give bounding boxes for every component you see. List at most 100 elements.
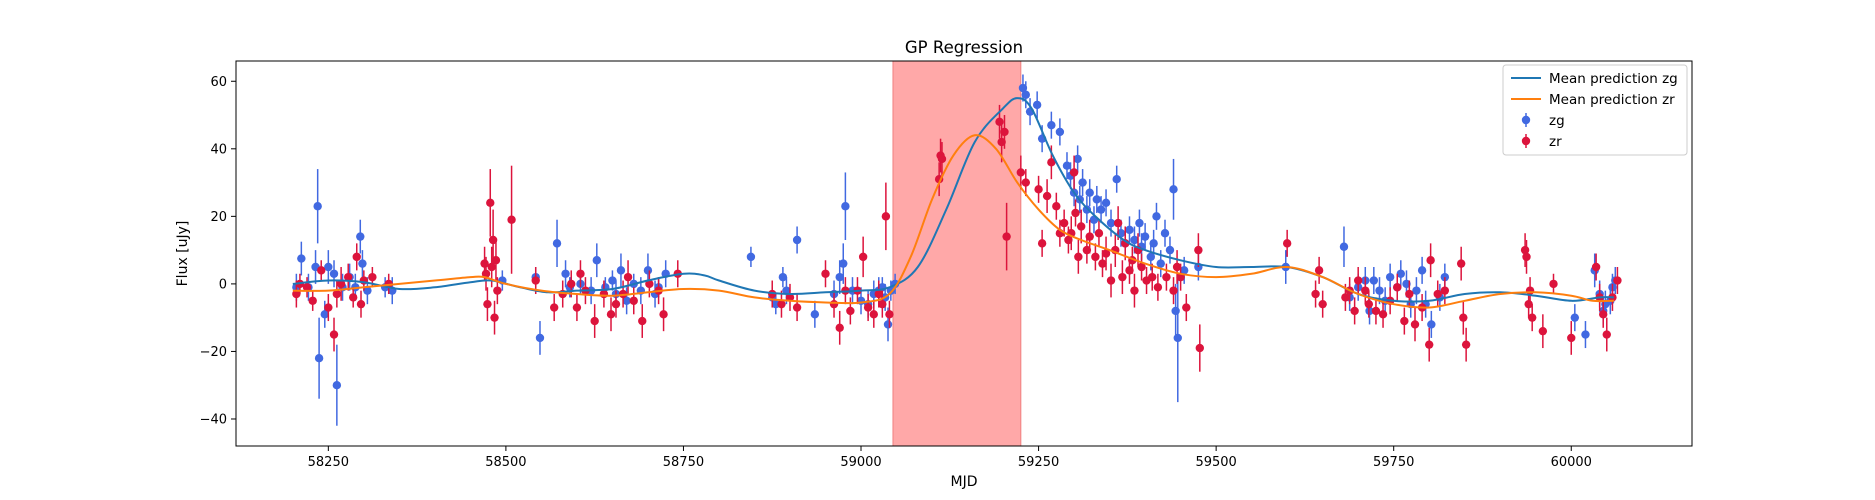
zg-point — [608, 276, 617, 285]
zr-point — [846, 306, 855, 316]
zg-point — [1369, 276, 1379, 285]
zr-point — [1037, 239, 1047, 248]
zr-point — [1047, 158, 1056, 167]
zg-point — [552, 239, 562, 248]
zg-point — [1135, 218, 1144, 228]
zg-point — [841, 202, 850, 211]
x-tick-label: 58500 — [485, 455, 526, 470]
y-axis: −40 −20 0 20 40 60 — [200, 75, 236, 427]
zg-point — [1171, 306, 1180, 316]
zg-point — [1112, 175, 1121, 184]
zr-point — [493, 286, 502, 295]
zr-point — [1000, 127, 1009, 137]
zr-point — [606, 310, 616, 319]
zr-point — [1016, 168, 1026, 177]
zr-point — [1538, 326, 1548, 336]
plot-area — [235, 60, 1693, 447]
zg-point — [561, 269, 570, 278]
zr-point — [1194, 245, 1203, 255]
zr-point — [344, 272, 353, 282]
zr-point — [1567, 333, 1576, 343]
zr-point — [1094, 229, 1104, 238]
zg-point — [329, 269, 339, 278]
zr-point — [1459, 313, 1468, 322]
zg-point — [363, 286, 372, 295]
legend-label: zg — [1549, 113, 1565, 129]
zg-point — [835, 272, 844, 282]
zr-point — [1522, 252, 1531, 262]
zr-point — [821, 269, 830, 278]
zg-point — [332, 381, 342, 390]
zr-point — [1314, 266, 1324, 275]
zr-point — [1098, 259, 1107, 268]
zr-point — [1461, 340, 1471, 349]
zg-point — [1165, 245, 1175, 255]
zr-point — [368, 272, 377, 282]
zg-point — [782, 286, 791, 295]
zr-point — [645, 279, 654, 289]
y-tick-label: 0 — [219, 277, 227, 292]
zr-point — [336, 279, 346, 289]
zg-point — [535, 333, 545, 343]
zg-point — [1021, 90, 1030, 99]
zg-point — [1152, 212, 1161, 221]
zr-point — [1378, 310, 1388, 319]
zg-point — [883, 320, 893, 329]
zg-point — [643, 266, 653, 275]
zr-point — [308, 296, 317, 305]
zg-point — [1156, 259, 1165, 268]
y-tick-label: −40 — [200, 412, 227, 427]
zr-point — [567, 279, 576, 289]
zg-point — [1417, 266, 1427, 275]
zg-point — [1096, 205, 1106, 214]
zg-point — [1169, 185, 1178, 194]
zr-point — [792, 303, 802, 312]
x-tick-label: 58250 — [308, 455, 349, 470]
zg-point — [1160, 229, 1170, 238]
zr-point — [1091, 252, 1100, 262]
zr-point — [1410, 320, 1420, 329]
zr-point — [1148, 272, 1157, 282]
zg-point — [622, 296, 631, 305]
zr-point — [1042, 191, 1052, 201]
x-tick-label: 58750 — [663, 455, 704, 470]
zg-point — [1173, 333, 1182, 343]
zr-point — [1613, 276, 1622, 285]
zg-point — [1082, 205, 1092, 214]
zr-point — [1059, 218, 1069, 228]
zr-point — [352, 252, 361, 262]
series-zr — [292, 104, 1622, 372]
zr-point — [1350, 306, 1359, 316]
legend-entry-zg: zg — [1521, 113, 1565, 129]
zr-point — [1034, 185, 1043, 194]
zr-point — [332, 289, 342, 299]
y-tick-label: −20 — [200, 345, 227, 360]
mean-prediction-line-zr — [292, 134, 1614, 309]
zr-point — [1282, 239, 1292, 248]
zr-point — [292, 289, 301, 299]
zr-point — [324, 303, 333, 312]
chart-title: GP Regression — [905, 38, 1023, 57]
zr-point — [486, 198, 495, 208]
zr-point — [858, 252, 868, 262]
zg-point — [839, 259, 848, 268]
zr-point — [638, 316, 647, 326]
zg-point — [1047, 120, 1056, 130]
zg-point — [313, 202, 322, 211]
zg-point — [324, 262, 333, 272]
legend-box — [1502, 64, 1688, 156]
zg-point — [1396, 269, 1406, 278]
legend-marker-swatch — [1521, 115, 1531, 125]
zr-point — [869, 310, 878, 319]
zg-point — [1125, 225, 1134, 235]
zr-point — [1076, 222, 1086, 231]
zg-point — [1339, 242, 1349, 251]
zr-point — [1195, 343, 1205, 353]
zr-point — [1393, 283, 1402, 292]
zg-point — [1149, 239, 1158, 248]
zr-point — [329, 330, 339, 339]
zr-point — [1599, 310, 1608, 319]
y-axis-label: Flux [uJy] — [175, 221, 191, 287]
zr-point — [1311, 289, 1320, 299]
